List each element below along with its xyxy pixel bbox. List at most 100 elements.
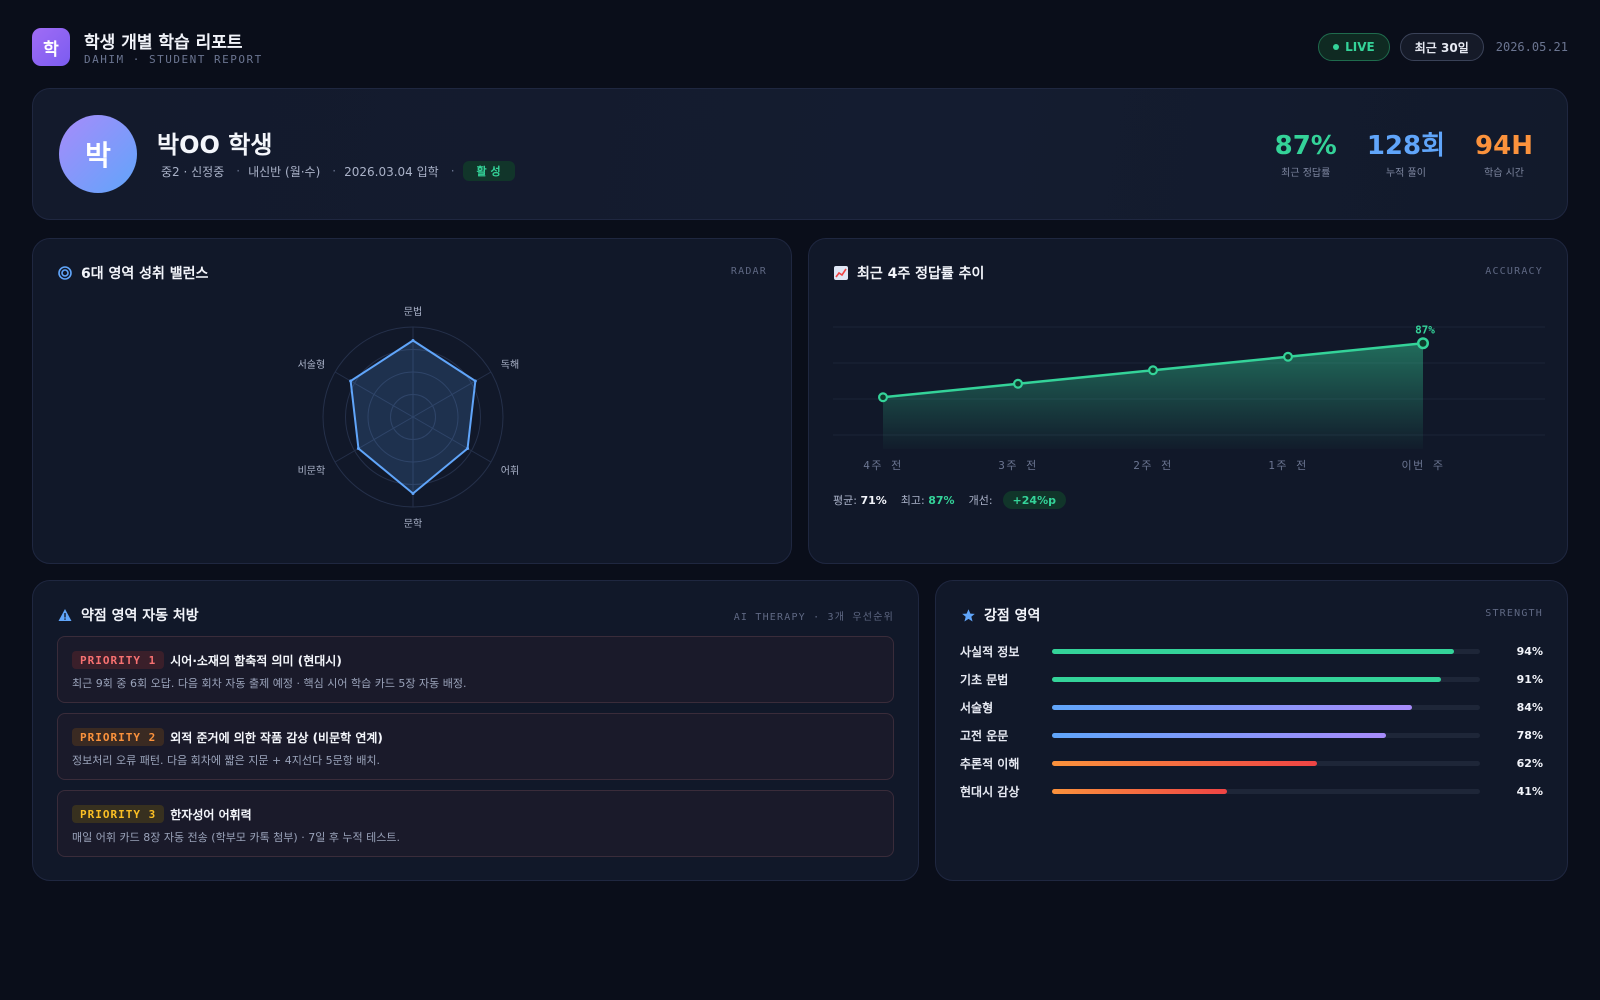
- stat-value: 94H: [1475, 131, 1533, 161]
- stat-label: 누적 풀이: [1385, 168, 1426, 179]
- prescription-desc: 최근 9회 중 6회 오답. 다음 회차 자동 출제 예정 · 핵심 시어 학습…: [72, 677, 467, 690]
- radar-axis-line: [412, 416, 492, 463]
- live-dot-icon: [1333, 44, 1340, 50]
- improve-label: 개선:: [968, 494, 993, 507]
- trend-x-label: 이번 주: [1402, 459, 1445, 472]
- trend-summary: 평균: 71% 최고: 87% 개선: +24%p: [833, 491, 1066, 509]
- stat-value: 128회: [1366, 131, 1446, 161]
- prescription-head: PRIORITY 1 시어·소재의 함축적 의미 (현대시): [72, 651, 342, 669]
- stat-accuracy: 87% 최근 정답률: [1275, 131, 1337, 179]
- radar-point: [356, 447, 360, 450]
- radar-axis-label: 문학: [404, 518, 422, 530]
- app-logo: 학: [32, 28, 70, 66]
- stat-study-time: 94H 학습 시간: [1475, 131, 1533, 179]
- radar-point: [349, 379, 353, 383]
- card-tag: AI THERAPY · 3개 우선순위: [733, 612, 894, 623]
- strength-row: 현대시 감상 41%: [960, 777, 1543, 805]
- header-controls: LIVE 최근 30일 2026.05.21: [1318, 33, 1568, 61]
- strength-label: 현대시 감상: [960, 784, 1020, 799]
- strength-fill: [1052, 760, 1318, 766]
- radar-axis-line: [334, 371, 414, 418]
- strong-title: 강점 영역: [984, 608, 1041, 624]
- card-title: 약점 영역 자동 처방: [57, 605, 199, 625]
- priority-badge: PRIORITY 1: [72, 651, 165, 669]
- prescription-item[interactable]: PRIORITY 2 외적 준거에 의한 작품 감상 (비문학 연계) 정보처리…: [57, 713, 894, 780]
- radar-axis-line: [334, 416, 414, 463]
- strength-label: 기초 문법: [960, 672, 1009, 687]
- prescription-title: 시어·소재의 함축적 의미 (현대시): [170, 653, 342, 668]
- avg-label: 평균:: [833, 494, 857, 507]
- priority-badge: PRIORITY 3: [72, 805, 165, 823]
- prescription-title: 외적 준거에 의한 작품 감상 (비문학 연계): [170, 730, 383, 745]
- enroll-date: 2026.03.04 입학: [344, 164, 439, 179]
- target-icon: [57, 265, 73, 281]
- improve-badge: +24%p: [1002, 491, 1066, 509]
- radar-point: [411, 339, 415, 342]
- strength-row: 고전 운문 78%: [960, 721, 1543, 749]
- radar-axis-label: 어휘: [501, 465, 519, 477]
- prescription-head: PRIORITY 3 한자성어 어휘력: [72, 805, 252, 823]
- strength-value: 91%: [1516, 672, 1543, 686]
- school-info: 중2 · 신정중: [161, 164, 225, 179]
- radar-axis-label: 독해: [501, 358, 519, 371]
- radar-point: [466, 447, 470, 450]
- prescription-desc: 정보처리 오류 패턴. 다음 회차에 짧은 지문 + 4지선다 5문항 배치.: [72, 754, 381, 767]
- strength-track: [1052, 648, 1480, 654]
- trend-card: 최근 4주 정답률 추이 ACCURACY 87% 4주 전 3주 전 2주 전 1주 …: [808, 238, 1568, 564]
- prescription-item[interactable]: PRIORITY 3 한자성어 어휘력 매일 어휘 카드 8장 자동 전송 (학…: [57, 790, 894, 857]
- meta-separator: ·: [450, 164, 455, 178]
- meta-separator: ·: [332, 164, 337, 178]
- strength-track: [1052, 676, 1480, 682]
- radar-point: [411, 492, 415, 495]
- strength-track: [1052, 788, 1480, 794]
- radar-axis-label: 문법: [404, 306, 422, 318]
- trend-x-label: 2주 전: [1133, 459, 1173, 472]
- trend-x-label: 1주 전: [1268, 459, 1308, 472]
- strength-track: [1052, 760, 1480, 766]
- report-date: 2026.05.21: [1495, 40, 1568, 54]
- student-name: 박OO 학생: [157, 131, 273, 159]
- page-subtitle: DAHIM · STUDENT REPORT: [84, 53, 263, 66]
- avatar: 박: [59, 115, 137, 193]
- max-label: 최고:: [900, 494, 925, 507]
- stat-label: 학습 시간: [1484, 168, 1525, 179]
- card-title: 6대 영역 성취 밸런스: [57, 263, 208, 283]
- weakness-card: 약점 영역 자동 처방 AI THERAPY · 3개 우선순위 PRIORIT…: [32, 580, 919, 881]
- strength-track: [1052, 704, 1480, 710]
- range-selector[interactable]: 최근 30일: [1399, 33, 1484, 61]
- live-badge[interactable]: LIVE: [1318, 33, 1390, 61]
- stat-value: 87%: [1274, 131, 1337, 161]
- card-title: 최근 4주 정답률 추이: [833, 263, 984, 283]
- strength-row: 기초 문법 91%: [960, 665, 1543, 693]
- page-header: 학 학생 개별 학습 리포트 DAHIM · STUDENT REPORT LI…: [32, 28, 1568, 68]
- trend-last-label: 87%: [1415, 323, 1435, 336]
- trend-title: 최근 4주 정답률 추이: [857, 266, 985, 282]
- radar-card: 6대 영역 성취 밸런스 RADAR 문법 독해 어휘 문학 비문학 서술형: [32, 238, 792, 564]
- prescription-list: PRIORITY 1 시어·소재의 함축적 의미 (현대시) 최근 9회 중 6…: [57, 636, 894, 867]
- summary-stats: 87% 최근 정답률 128회 누적 풀이 94H 학습 시간: [1275, 131, 1533, 179]
- max-value: 87%: [928, 494, 955, 507]
- weak-title: 약점 영역 자동 처방: [81, 608, 199, 624]
- radar-title: 6대 영역 성취 밸런스: [81, 266, 209, 282]
- card-tag: STRENGTH: [1485, 608, 1543, 619]
- prescription-item[interactable]: PRIORITY 1 시어·소재의 함축적 의미 (현대시) 최근 9회 중 6…: [57, 636, 894, 703]
- trend-area: [883, 343, 1423, 449]
- stat-attempts: 128회 누적 풀이: [1367, 131, 1445, 179]
- prescription-head: PRIORITY 2 외적 준거에 의한 작품 감상 (비문학 연계): [72, 728, 383, 746]
- meta-separator: ·: [236, 164, 241, 178]
- trend-chart: 87% 4주 전 3주 전 2주 전 1주 전 이번 주: [833, 323, 1545, 472]
- priority-badge: PRIORITY 2: [72, 728, 165, 746]
- strength-value: 41%: [1516, 784, 1543, 798]
- radar-axis-label: 비문학: [298, 465, 326, 477]
- strength-fill: [1052, 704, 1412, 710]
- strength-value: 94%: [1516, 644, 1543, 658]
- strength-label: 고전 운문: [960, 728, 1009, 743]
- live-label: LIVE: [1345, 40, 1375, 54]
- strength-value: 62%: [1516, 756, 1543, 770]
- strength-fill: [1052, 648, 1455, 654]
- strength-fill: [1052, 676, 1442, 682]
- strength-label: 서술형: [960, 700, 994, 715]
- student-meta: 중2 · 신정중 · 내신반 (월·수) · 2026.03.04 입학 · 활…: [161, 161, 515, 181]
- avg-value: 71%: [860, 494, 887, 507]
